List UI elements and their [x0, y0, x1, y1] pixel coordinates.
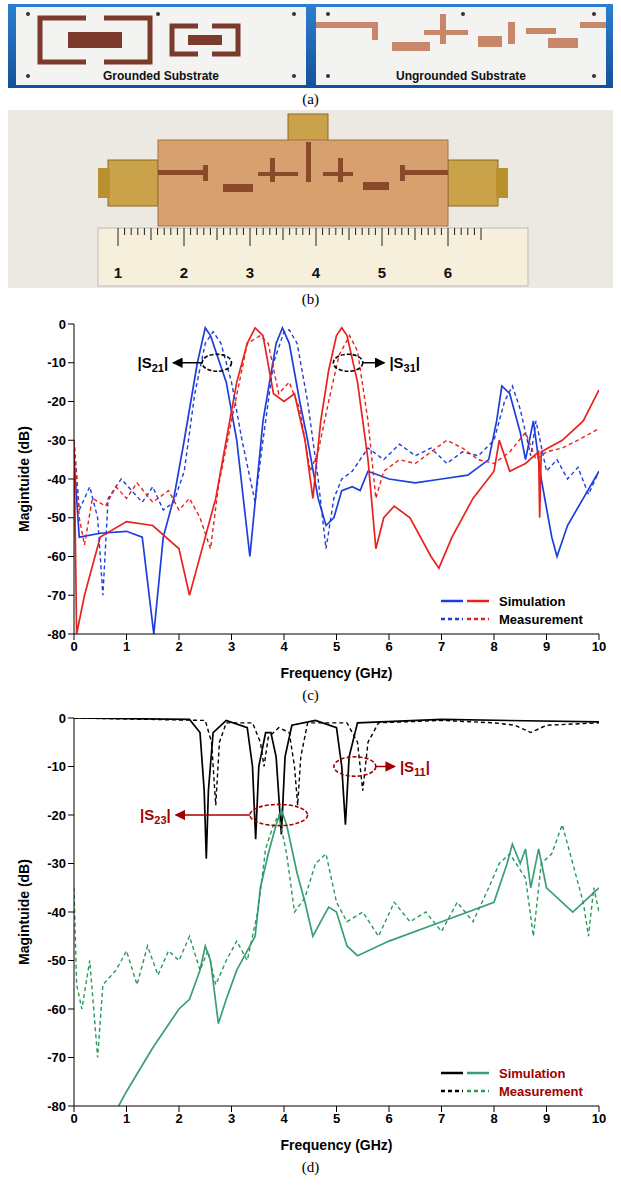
svg-text:-20: -20 [47, 808, 66, 823]
svg-text:2: 2 [175, 1111, 182, 1126]
svg-text:5: 5 [333, 1111, 340, 1126]
svg-text:-70: -70 [47, 588, 66, 603]
svg-text:-30: -30 [47, 433, 66, 448]
svg-text:0: 0 [70, 639, 77, 654]
svg-text:-20: -20 [47, 394, 66, 409]
svg-text:6: 6 [385, 1111, 392, 1126]
svg-text:|S31|: |S31| [389, 354, 420, 374]
html-text:(c): (c) [302, 687, 319, 703]
svg-text:3: 3 [228, 639, 235, 654]
svg-text:-30: -30 [47, 856, 66, 871]
svg-text:1: 1 [123, 639, 130, 654]
svg-text:5: 5 [333, 639, 340, 654]
svg-text:4: 4 [280, 1111, 288, 1126]
svg-text:-40: -40 [47, 905, 66, 920]
svg-text:2: 2 [175, 639, 182, 654]
svg-text:|S23|: |S23| [140, 806, 171, 826]
svg-text:0: 0 [59, 711, 66, 726]
svg-text:5: 5 [378, 264, 386, 281]
svg-text:-80: -80 [47, 1099, 66, 1114]
svg-text:10: 10 [592, 639, 606, 654]
svg-text:10: 10 [592, 1111, 606, 1126]
svg-text:-80: -80 [47, 627, 66, 642]
svg-text:Grounded Substrate: Grounded Substrate [103, 69, 219, 83]
svg-text:-10: -10 [47, 355, 66, 370]
svg-text:2: 2 [180, 264, 188, 281]
svg-text:0: 0 [70, 1111, 77, 1126]
svg-text:-60: -60 [47, 549, 66, 564]
svg-text:Ungrounded Substrate: Ungrounded Substrate [396, 69, 526, 83]
svg-text:|S11|: |S11| [400, 758, 430, 778]
svg-text:-40: -40 [47, 472, 66, 487]
svg-text:9: 9 [543, 1111, 550, 1126]
svg-text:-50: -50 [47, 510, 66, 525]
html-text:(a): (a) [302, 91, 319, 107]
svg-text:1: 1 [114, 264, 122, 281]
svg-text:-50: -50 [47, 953, 66, 968]
html-text:(b): (b) [301, 291, 320, 307]
svg-text:Frequency (GHz): Frequency (GHz) [280, 1137, 392, 1153]
svg-text:4: 4 [312, 264, 321, 281]
svg-text:8: 8 [490, 1111, 497, 1126]
svg-text:1: 1 [123, 1111, 130, 1126]
svg-text:6: 6 [444, 264, 452, 281]
svg-text:4: 4 [280, 639, 288, 654]
svg-text:Measurement: Measurement [499, 1084, 583, 1099]
svg-text:7: 7 [438, 639, 445, 654]
svg-text:-70: -70 [47, 1050, 66, 1065]
svg-text:Frequency (GHz): Frequency (GHz) [280, 665, 392, 681]
svg-text:Magintuide (dB): Magintuide (dB) [16, 426, 32, 532]
svg-text:-10: -10 [47, 759, 66, 774]
svg-text:|S21|: |S21| [137, 354, 168, 374]
svg-text:0: 0 [59, 317, 66, 332]
svg-text:9: 9 [543, 639, 550, 654]
svg-text:Simulation: Simulation [499, 594, 566, 609]
svg-text:3: 3 [246, 264, 254, 281]
svg-text:6: 6 [385, 639, 392, 654]
svg-text:3: 3 [228, 1111, 235, 1126]
svg-text:8: 8 [490, 639, 497, 654]
svg-text:Magintuide (dB): Magintuide (dB) [16, 859, 32, 965]
svg-text:Simulation: Simulation [499, 1066, 566, 1081]
svg-text:-60: -60 [47, 1002, 66, 1017]
html-text:(d): (d) [301, 1159, 320, 1175]
svg-text:Measurement: Measurement [499, 612, 583, 627]
svg-text:7: 7 [438, 1111, 445, 1126]
